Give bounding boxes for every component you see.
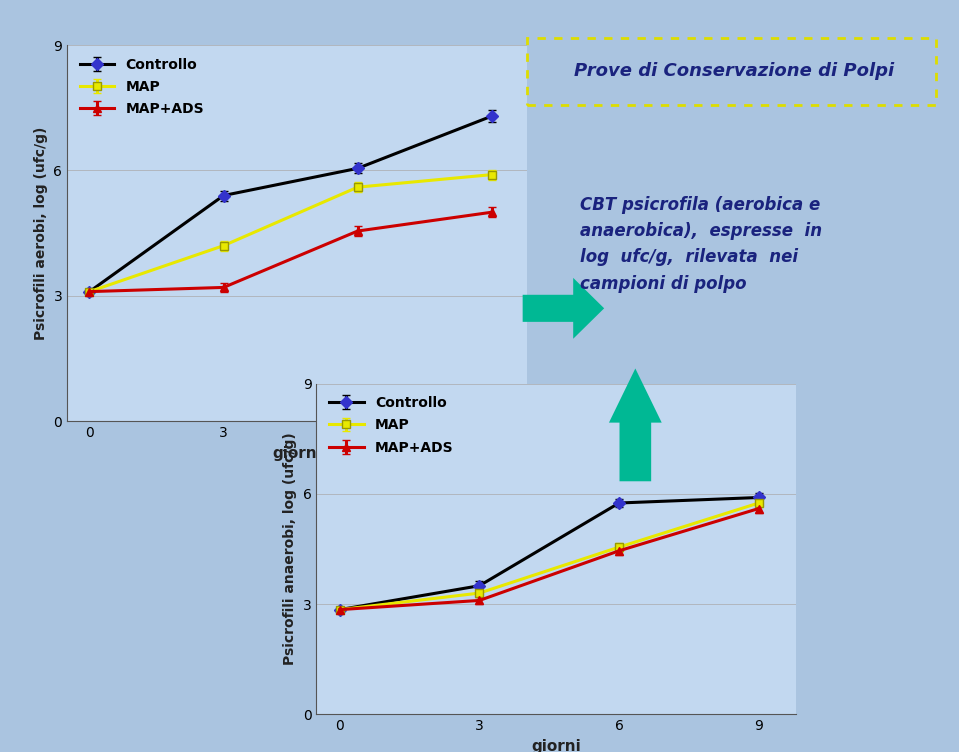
Legend: Controllo, MAP, MAP+ADS: Controllo, MAP, MAP+ADS xyxy=(74,52,210,122)
Text: CBT psicrofila (aerobica e
anaerobica),  espresse  in
log  ufc/g,  rilevata  nei: CBT psicrofila (aerobica e anaerobica), … xyxy=(580,196,822,293)
Text: Prove di Conservazione di Polpi: Prove di Conservazione di Polpi xyxy=(573,62,894,80)
Y-axis label: Psicrofili aerobi, log (ufc/g): Psicrofili aerobi, log (ufc/g) xyxy=(34,126,48,340)
Polygon shape xyxy=(523,278,604,338)
Polygon shape xyxy=(609,368,662,481)
Legend: Controllo, MAP, MAP+ADS: Controllo, MAP, MAP+ADS xyxy=(323,390,459,460)
Y-axis label: Psicrofili anaerobi, log (ufc/g): Psicrofili anaerobi, log (ufc/g) xyxy=(283,432,297,666)
X-axis label: giorni: giorni xyxy=(272,445,322,460)
X-axis label: giorni: giorni xyxy=(531,738,581,752)
